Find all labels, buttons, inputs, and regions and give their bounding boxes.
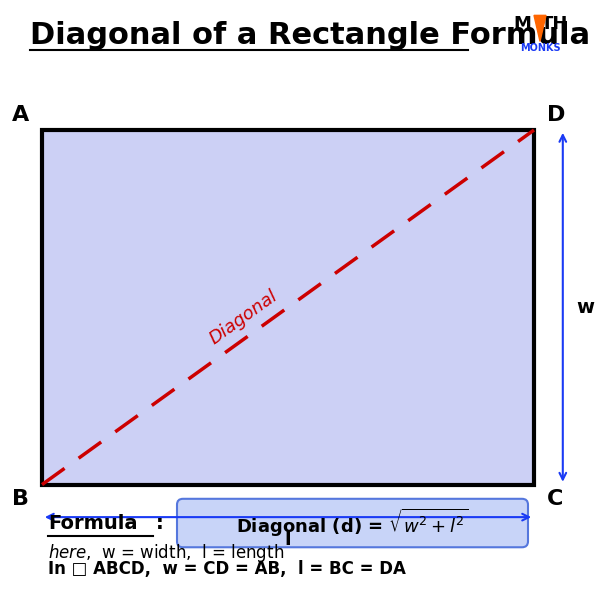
Text: Formula: Formula bbox=[48, 514, 137, 532]
Polygon shape bbox=[534, 15, 546, 41]
Text: Diagonal of a Rectangle Formula: Diagonal of a Rectangle Formula bbox=[30, 21, 590, 50]
Text: Diagonal: Diagonal bbox=[206, 287, 281, 348]
Text: M: M bbox=[513, 15, 531, 33]
Text: A: A bbox=[11, 105, 29, 125]
Text: $\it{here}$,  w = width,  l = length: $\it{here}$, w = width, l = length bbox=[48, 541, 284, 564]
Text: D: D bbox=[547, 105, 566, 125]
FancyBboxPatch shape bbox=[177, 499, 528, 547]
Text: Diagonal (d) = $\sqrt{w^2 + l^2}$: Diagonal (d) = $\sqrt{w^2 + l^2}$ bbox=[236, 507, 469, 539]
Text: In □ ABCD,  w = CD = AB,  l = BC = DA: In □ ABCD, w = CD = AB, l = BC = DA bbox=[48, 560, 406, 578]
Text: l: l bbox=[284, 530, 292, 549]
Text: MONKS: MONKS bbox=[520, 43, 560, 53]
Text: :: : bbox=[156, 514, 164, 532]
Text: B: B bbox=[12, 489, 29, 509]
Text: C: C bbox=[547, 489, 563, 509]
Text: w: w bbox=[576, 298, 594, 317]
Bar bbox=[42, 130, 534, 485]
Text: TH: TH bbox=[541, 15, 569, 33]
